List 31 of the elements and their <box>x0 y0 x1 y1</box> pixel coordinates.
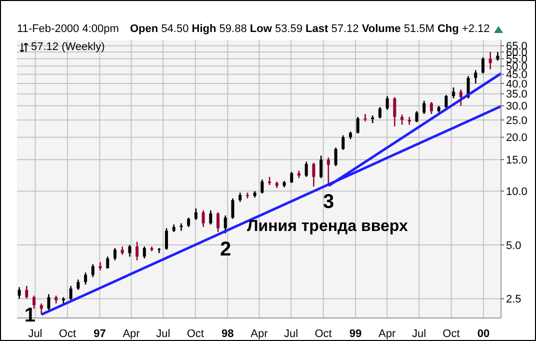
y-tick-label: 40.0 <box>506 78 528 90</box>
x-tick-label: Oct <box>442 328 460 340</box>
annotation: 3 <box>323 191 334 214</box>
text: 11-Feb-2000 4:00pm <box>17 23 119 35</box>
y-tick-label: 15.0 <box>506 154 528 167</box>
x-tick-label: Oct <box>314 328 332 340</box>
text: Open 54.50 High 59.88 Low 53.59 Last 57.12 Volume 51.5M Chg +2.12 <box>130 23 490 35</box>
y-tick-label: 30.0 <box>506 100 528 113</box>
annotation: 1 <box>24 304 36 327</box>
x-tick-label: Apr <box>250 328 268 340</box>
annotation: 2 <box>220 238 232 261</box>
y-tick-label: 10.0 <box>506 186 528 198</box>
x-tick-label: 98 <box>222 328 234 340</box>
x-tick-label: Jul <box>28 328 42 340</box>
x-tick-label: 97 <box>94 328 106 340</box>
x-tick-label: Apr <box>122 328 140 340</box>
x-tick-label: Jul <box>412 328 426 340</box>
x-tick-label: 00 <box>477 328 490 340</box>
x-tick-label: Apr <box>378 328 396 340</box>
y-tick-label: 20.0 <box>506 132 528 144</box>
annotation: Линия тренда вверх <box>247 218 408 236</box>
y-tick-label: 5.0 <box>506 240 522 252</box>
x-tick-label: Oct <box>58 328 76 340</box>
y-tick-label: 35.0 <box>506 88 528 101</box>
x-tick-label: Oct <box>186 328 204 340</box>
x-tick-label: Jul <box>284 328 298 340</box>
y-tick-label: 25.0 <box>506 114 528 127</box>
y-tick-label: 2.5 <box>506 294 522 306</box>
x-tick-label: 99 <box>349 328 362 340</box>
x-tick-label: Jul <box>156 328 170 340</box>
annotation: 57.12 (Weekly) <box>31 41 105 53</box>
